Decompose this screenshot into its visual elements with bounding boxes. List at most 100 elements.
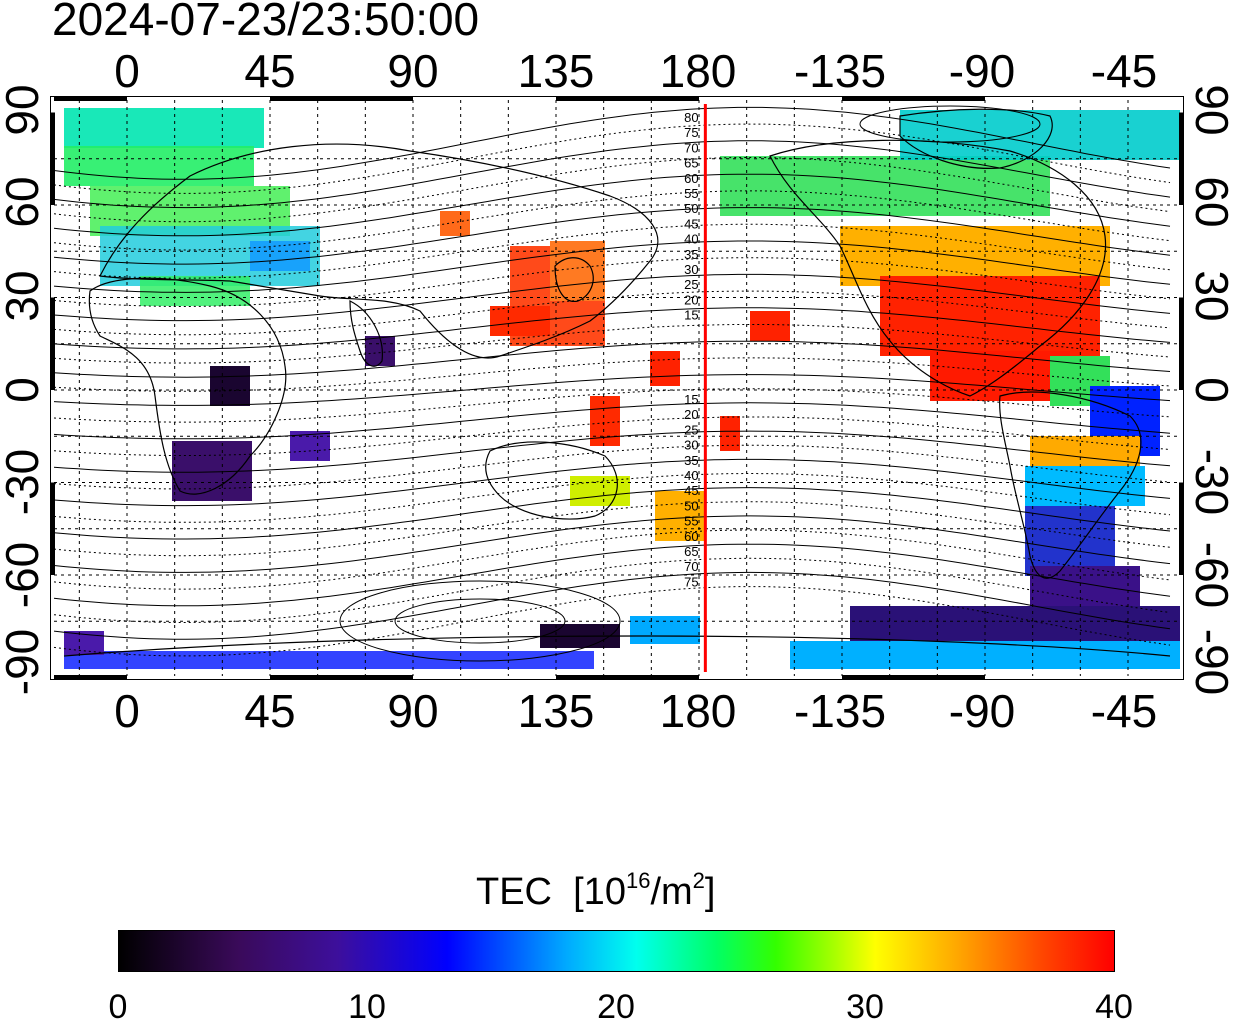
geomagnetic-contour bbox=[53, 290, 1171, 336]
tec-patch bbox=[720, 156, 1050, 216]
colorbar-tick: 20 bbox=[597, 988, 635, 1026]
geomagnetic-contour bbox=[53, 430, 1171, 473]
lon-tick-top: -90 bbox=[948, 45, 1016, 97]
tec-patch bbox=[490, 306, 550, 336]
geomagnetic-latitude-label: 60 bbox=[684, 171, 698, 186]
tec-patch bbox=[720, 416, 740, 451]
coastline-south-america bbox=[999, 391, 1142, 579]
geomagnetic-latitude-label: 30 bbox=[684, 438, 698, 453]
colorbar-title-exp2: 2 bbox=[692, 868, 705, 893]
geomagnetic-latitude-label: 40 bbox=[684, 232, 698, 247]
geomagnetic-contour bbox=[53, 529, 1171, 590]
colorbar-title-unit-base: [10 bbox=[573, 871, 626, 913]
frame-tick-bar bbox=[842, 96, 985, 101]
geomagnetic-latitude-label: 80 bbox=[684, 110, 698, 125]
geomagnetic-latitude-label: 65 bbox=[684, 544, 698, 559]
geomagnetic-latitude-label: 25 bbox=[684, 277, 698, 292]
tec-patch bbox=[290, 431, 330, 461]
geomagnetic-latitude-label: 25 bbox=[684, 422, 698, 437]
frame-tick-bar bbox=[54, 675, 127, 680]
geomagnetic-contour bbox=[53, 273, 1171, 322]
geomagnetic-latitude-label: 35 bbox=[684, 247, 698, 262]
lat-tick-left: 90 bbox=[0, 84, 48, 136]
geomagnetic-contour bbox=[53, 543, 1171, 607]
frame-tick-bar bbox=[842, 675, 985, 680]
tec-patch bbox=[440, 211, 470, 236]
lon-tick-bottom: 0 bbox=[114, 685, 140, 737]
lon-tick-bottom: -45 bbox=[1090, 685, 1158, 737]
lon-tick-bottom: -90 bbox=[948, 685, 1016, 737]
tec-patch bbox=[900, 110, 1180, 160]
geomagnetic-contours bbox=[53, 105, 1171, 662]
lat-tick-right: 0 bbox=[1186, 377, 1235, 403]
frame-tick-bar bbox=[54, 96, 127, 101]
frame-tick-bar bbox=[1179, 112, 1184, 205]
geomagnetic-contour bbox=[53, 140, 1171, 209]
geomagnetic-latitude-label: 30 bbox=[684, 262, 698, 277]
lon-tick-bottom: 135 bbox=[517, 685, 595, 737]
timestamp: 2024-07-23/23:50:00 bbox=[52, 0, 480, 45]
colorbar-title-exp1: 16 bbox=[625, 868, 651, 893]
geomagnetic-contour bbox=[53, 586, 1171, 657]
colorbar-title-mid: /m bbox=[650, 871, 693, 913]
lon-tick-top: -135 bbox=[793, 45, 887, 97]
coastline-antarctica bbox=[63, 635, 1171, 657]
frame-tick-bar bbox=[1179, 482, 1184, 575]
geomagnetic-pole-contour bbox=[339, 580, 621, 662]
coastline-eurasia bbox=[99, 143, 659, 359]
tec-patch bbox=[64, 146, 254, 186]
geomagnetic-contour bbox=[53, 190, 1171, 251]
tec-patch bbox=[570, 476, 630, 506]
frame-tick-bar bbox=[1179, 297, 1184, 390]
lon-tick-top: 0 bbox=[114, 45, 140, 97]
lon-tick-top: 90 bbox=[387, 45, 439, 97]
tec-patch bbox=[210, 366, 250, 406]
geomagnetic-latitude-label: 15 bbox=[684, 308, 698, 323]
lon-tick-bottom: 180 bbox=[659, 685, 737, 737]
graticule bbox=[54, 100, 1180, 676]
colorbar-title-close: ] bbox=[704, 871, 716, 913]
geomagnetic-latitude-label: 55 bbox=[684, 514, 698, 529]
geomagnetic-latitude-label: 70 bbox=[684, 140, 698, 155]
geomagnetic-contour bbox=[53, 402, 1171, 440]
geomagnetic-pole-contour bbox=[859, 105, 1041, 143]
geomagnetic-contour bbox=[53, 487, 1171, 540]
colorbar-tick: 0 bbox=[108, 988, 128, 1026]
lat-tick-right: 60 bbox=[1186, 176, 1235, 228]
geomagnetic-contour bbox=[53, 257, 1171, 307]
lat-tick-left: 0 bbox=[0, 377, 48, 403]
lat-tick-right: 90 bbox=[1186, 84, 1235, 136]
frame-tick-bar bbox=[50, 112, 55, 205]
geomagnetic-latitude-label: 65 bbox=[684, 156, 698, 171]
geomagnetic-latitude-label: 50 bbox=[684, 498, 698, 513]
geomagnetic-contour bbox=[53, 157, 1171, 223]
lat-tick-right: 30 bbox=[1186, 270, 1235, 322]
lon-tick-top: -45 bbox=[1090, 45, 1158, 97]
coastline-africa bbox=[88, 277, 287, 495]
frame-tick-bar bbox=[270, 96, 413, 101]
geomagnetic-latitude-label: 20 bbox=[684, 292, 698, 307]
tec-patch bbox=[650, 351, 680, 386]
geomagnetic-latitude-label: 60 bbox=[684, 529, 698, 544]
geomagnetic-contour bbox=[53, 571, 1171, 640]
colorbar-tick: 40 bbox=[1095, 988, 1133, 1026]
tec-patch bbox=[630, 616, 700, 644]
lon-tick-bottom: -135 bbox=[793, 685, 887, 737]
lat-tick-left: -90 bbox=[0, 628, 48, 696]
geomagnetic-contour bbox=[53, 357, 1171, 392]
colorbar-title-prefix: TEC bbox=[476, 871, 552, 913]
tec-patch bbox=[365, 336, 395, 366]
geomagnetic-contour bbox=[53, 106, 1171, 180]
lat-tick-right: -60 bbox=[1186, 541, 1235, 609]
coastline-japan bbox=[554, 257, 594, 302]
frame-ticks bbox=[50, 96, 1184, 680]
tec-patch bbox=[1025, 506, 1115, 576]
geomagnetic-latitude-label: 40 bbox=[684, 468, 698, 483]
geomagnetic-contour bbox=[53, 515, 1171, 573]
geomagnetic-latitude-label: 70 bbox=[684, 559, 698, 574]
geomagnetic-latitude-label: 50 bbox=[684, 201, 698, 216]
tec-patch bbox=[1025, 466, 1145, 506]
lon-tick-bottom: 90 bbox=[387, 685, 439, 737]
geomagnetic-contour bbox=[53, 173, 1171, 237]
geomagnetic-contour bbox=[53, 416, 1171, 456]
